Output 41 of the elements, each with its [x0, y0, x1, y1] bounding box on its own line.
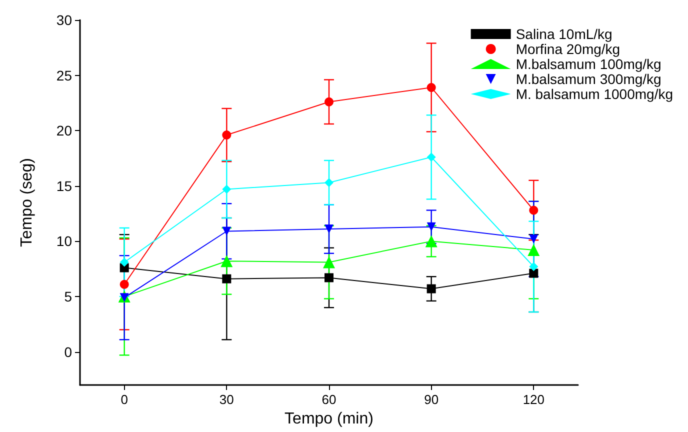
y-tick-label: 10	[56, 233, 72, 250]
point	[529, 234, 538, 244]
point	[120, 280, 129, 289]
point	[324, 178, 334, 188]
point	[529, 206, 538, 215]
point	[528, 244, 540, 256]
y-tick-label: 5	[64, 288, 72, 305]
y-tick-label: 30	[56, 12, 72, 28]
point	[222, 130, 232, 140]
point	[120, 258, 129, 267]
point	[529, 268, 538, 278]
point	[425, 235, 438, 248]
legend-label: M.balsamum 300mg/kg	[516, 71, 662, 87]
x-tick-label: 90	[424, 392, 439, 407]
point	[324, 273, 334, 282]
y-tick-label: 15	[56, 178, 72, 194]
point	[426, 222, 436, 232]
point	[529, 262, 538, 272]
y-tick-label: 0	[64, 344, 72, 360]
x-tick-label: 120	[522, 392, 545, 407]
legend-label: Salina 10mL/kg	[516, 26, 612, 42]
x-axis-title: Tempo (min)	[284, 410, 374, 428]
point	[222, 184, 232, 194]
point	[426, 284, 436, 294]
x-tick-label: 60	[322, 392, 336, 407]
legend-label: M. balsamum 1000mg/kg	[516, 86, 674, 102]
point	[220, 255, 233, 268]
point	[222, 226, 232, 236]
legend-label: M.balsamum 100mg/kg	[516, 56, 662, 72]
x-tick-label: 0	[120, 392, 128, 407]
y-tick-label: 25	[56, 67, 72, 84]
y-tick-label: 20	[56, 122, 72, 139]
point	[323, 256, 335, 268]
point	[426, 152, 436, 162]
point	[426, 82, 436, 92]
y-axis-title: Tempo (seg)	[18, 158, 36, 247]
point	[120, 293, 129, 302]
x-tick-label: 30	[219, 392, 234, 407]
point	[324, 97, 334, 106]
point	[222, 274, 232, 284]
legend-label: Morfina 20mg/kg	[516, 41, 620, 57]
